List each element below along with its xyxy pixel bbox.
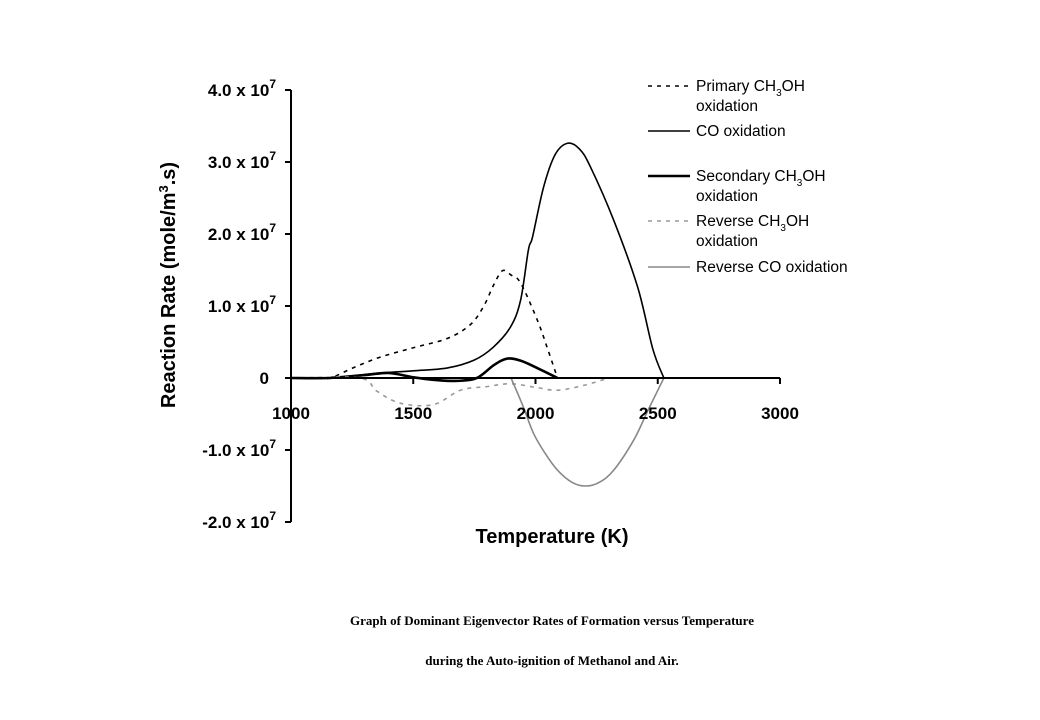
y-tick-label: 3.0 x 107 <box>208 149 276 172</box>
y-axis-title: Reaction Rate (mole/m3.s) <box>156 162 180 408</box>
series-line-co-oxidation <box>290 142 665 379</box>
legend-label-primary-ch3oh-oxidation: oxidation <box>696 98 758 115</box>
y-tick-label: 1.0 x 107 <box>208 293 276 316</box>
x-tick-label: 3000 <box>761 404 799 423</box>
series-line-reverse-co-oxidation <box>510 377 665 487</box>
x-tick-label: 2500 <box>639 404 677 423</box>
legend-label-reverse-ch3oh-oxidation: oxidation <box>696 233 758 250</box>
series-line-reverse-ch3oh-oxidation <box>290 376 610 407</box>
x-tick-label: 2000 <box>517 404 555 423</box>
caption-line-2: during the Auto-ignition of Methanol and… <box>425 653 679 668</box>
legend-label-reverse-co-oxidation: Reverse CO oxidation <box>696 259 848 276</box>
y-tick-label: 2.0 x 107 <box>208 221 276 244</box>
y-tick-label: 0 <box>260 369 269 388</box>
y-tick-label: -2.0 x 107 <box>202 509 276 532</box>
x-tick-label: 1500 <box>394 404 432 423</box>
y-tick-label: 4.0 x 107 <box>208 77 276 100</box>
caption-line-1: Graph of Dominant Eigenvector Rates of F… <box>350 613 754 628</box>
y-tick-label: -1.0 x 107 <box>202 437 276 460</box>
legend-label-secondary-ch3oh-oxidation: oxidation <box>696 188 758 205</box>
legend-label-reverse-ch3oh-oxidation: Reverse CH3OH <box>696 213 809 234</box>
x-axis-title: Temperature (K) <box>476 526 629 548</box>
legend-label-co-oxidation: CO oxidation <box>696 123 786 140</box>
legend-label-primary-ch3oh-oxidation: Primary CH3OH <box>696 78 805 99</box>
series-line-secondary-ch3oh-oxidation <box>290 357 559 383</box>
x-tick-label: 1000 <box>272 404 310 423</box>
series-line-primary-ch3oh-oxidation <box>290 269 559 380</box>
legend-label-secondary-ch3oh-oxidation: Secondary CH3OH <box>696 168 826 189</box>
